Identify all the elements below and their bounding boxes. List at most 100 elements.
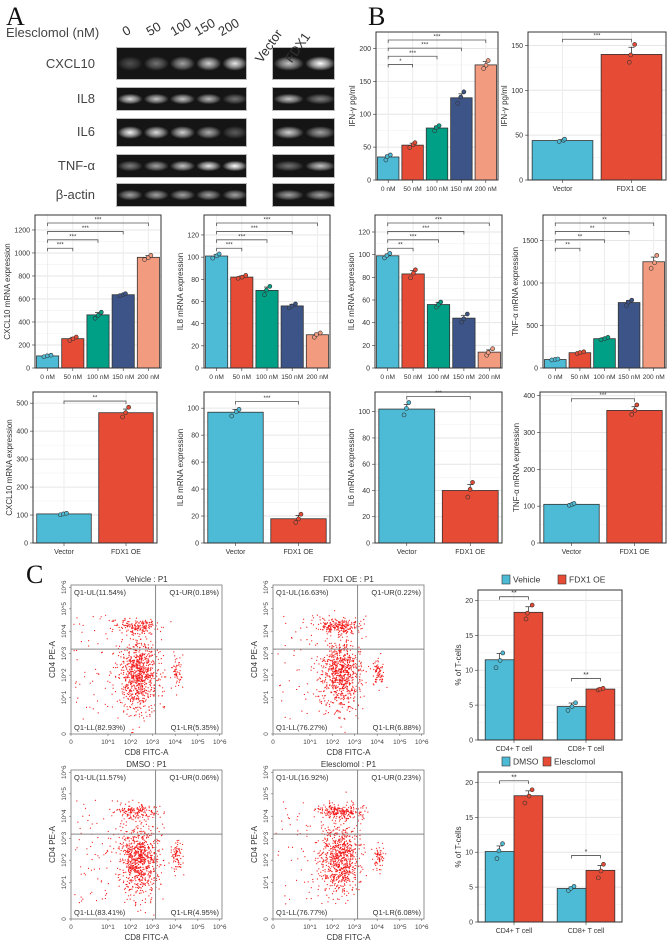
flow-event-dot (338, 820, 341, 822)
flow-event-dot (352, 645, 354, 647)
replicate-point (236, 407, 242, 412)
legend-swatch (557, 574, 567, 585)
flow-event-dot (152, 860, 154, 862)
chart-cxcl10-dose: 0 200 400 600 800 1000 1200 0 nM 50 nM 100 nM 150 … (3, 214, 162, 381)
flow-event-dot (145, 674, 147, 676)
flow-event-dot (132, 868, 134, 870)
flow-event-dot (139, 889, 142, 891)
flow-event-dot (147, 661, 149, 663)
flow-event-dot (177, 844, 179, 846)
flow-event-dot (350, 624, 352, 626)
flow-event-dot (310, 623, 312, 625)
flow-event-dot (303, 618, 305, 620)
flow-event-dot (367, 811, 369, 813)
flow-event-dot (89, 706, 91, 708)
flow-event-dot (94, 799, 96, 801)
flow-event-dot (141, 626, 143, 628)
flow-event-dot (353, 664, 355, 666)
flow-event-dot (76, 649, 78, 652)
flow-event-dot (152, 813, 154, 815)
flow-event-dot (148, 656, 150, 658)
flow-event-dot (100, 616, 102, 618)
flow-event-dot (106, 893, 108, 895)
flow-event-dot (354, 627, 356, 629)
significance-bracket (216, 222, 318, 226)
flow-event-dot (135, 620, 137, 622)
flow-event-dot (123, 686, 125, 688)
flow-event-dot (139, 629, 141, 631)
flow-event-dot (177, 861, 180, 863)
flow-event-dot (145, 664, 148, 666)
flow-event-dot (336, 689, 338, 692)
replicate-point (458, 94, 464, 100)
flow-event-dot (176, 694, 178, 696)
flow-event-dot (157, 813, 159, 815)
flow-event-dot (133, 840, 135, 842)
flow-event-dot (348, 689, 350, 692)
flow-event-dot (142, 872, 144, 874)
flow-event-dot (138, 848, 140, 851)
flow-event-dot (337, 841, 339, 843)
flow-event-dot (354, 663, 356, 665)
significance-bracket (216, 239, 268, 243)
flow-event-dot (352, 707, 354, 709)
flow-event-dot (345, 667, 347, 669)
flow-event-dot (340, 853, 342, 855)
flow-event-dot (350, 812, 352, 814)
flow-event-dot (320, 702, 323, 705)
replicate-point (123, 410, 128, 415)
flow-event-dot (101, 843, 103, 845)
flow-event-dot (324, 700, 326, 702)
quadrant-label-ll: Q1-LL(83.41%) (74, 908, 126, 917)
flow-event-dot (159, 853, 161, 855)
flow-event-dot (324, 853, 326, 855)
flow-event-dot (134, 674, 136, 676)
flow-event-dot (146, 676, 148, 678)
flow-event-dot (333, 713, 335, 715)
flow-event-dot (352, 670, 354, 673)
gel-row-label: IL6 (76, 124, 95, 139)
flow-event-dot (180, 664, 182, 666)
flow-event-dot (348, 619, 350, 621)
flow-event-dot (140, 830, 142, 832)
flow-event-dot (123, 872, 125, 874)
flow-event-dot (353, 893, 355, 895)
flow-event-dot (324, 880, 326, 882)
flow-event-dot (350, 645, 352, 647)
flow-event-dot (147, 857, 149, 859)
flow-event-dot (353, 816, 356, 818)
flow-event-dot (122, 846, 124, 848)
flow-event-dot (134, 652, 136, 654)
legend-label: Vehicle (513, 575, 541, 585)
flow-event-dot (338, 674, 340, 676)
flow-event-dot (327, 687, 329, 689)
flow-event-dot (337, 888, 340, 890)
flow-event-dot (328, 625, 330, 627)
plot-frame (272, 584, 425, 735)
flow-event-dot (336, 646, 338, 648)
flow-event-dot (333, 859, 335, 861)
flow-event-dot (94, 630, 96, 632)
replicate-point (293, 301, 298, 307)
flow-event-dot (122, 826, 124, 828)
flow-event-dot (386, 686, 388, 689)
flow-event-dot (349, 628, 351, 630)
flow-event-dot (139, 676, 141, 678)
flow-event-dot (97, 643, 99, 645)
flow-event-dot (140, 828, 142, 830)
flow-event-dot (358, 815, 360, 817)
flow-event-dot (342, 878, 345, 880)
flow-event-dot (340, 664, 342, 666)
flow-event-dot (353, 869, 355, 871)
bar (426, 304, 451, 369)
flow-event-dot (121, 702, 123, 704)
flow-event-dot (125, 863, 127, 865)
flow-event-dot (377, 661, 379, 663)
flow-event-dot (343, 869, 345, 871)
flow-event-dot (355, 666, 357, 669)
flow-event-dot (83, 676, 86, 678)
flow-event-dot (146, 673, 148, 675)
flow-event-dot (327, 675, 329, 677)
flow-event-dot (346, 658, 348, 660)
flow-event-dot (344, 668, 346, 670)
